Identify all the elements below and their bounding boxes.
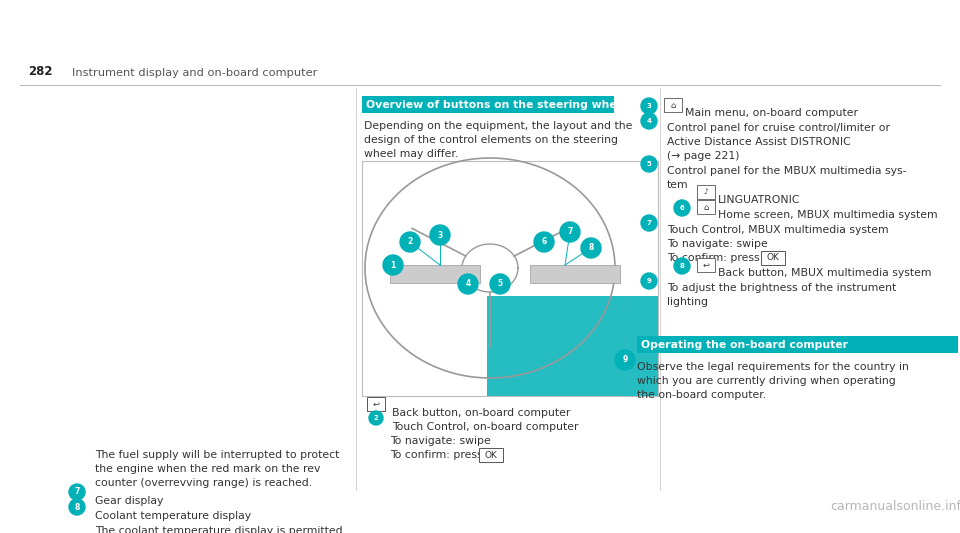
Text: design of the control elements on the steering: design of the control elements on the st…	[364, 135, 618, 145]
FancyBboxPatch shape	[664, 98, 682, 112]
Circle shape	[400, 232, 420, 252]
FancyBboxPatch shape	[479, 448, 503, 462]
Text: ↩: ↩	[372, 400, 379, 408]
Text: 8: 8	[680, 263, 684, 269]
Text: Depending on the equipment, the layout and the: Depending on the equipment, the layout a…	[364, 121, 633, 131]
Text: Main menu, on-board computer: Main menu, on-board computer	[685, 108, 858, 118]
Text: 5: 5	[647, 161, 652, 167]
Text: Operating the on-board computer: Operating the on-board computer	[641, 340, 848, 350]
Text: 4: 4	[466, 279, 470, 288]
Text: 2: 2	[407, 238, 413, 246]
Text: Touch Control, MBUX multimedia system: Touch Control, MBUX multimedia system	[667, 225, 889, 235]
Text: Back button, on-board computer: Back button, on-board computer	[392, 408, 570, 418]
Text: The coolant temperature display is permitted: The coolant temperature display is permi…	[95, 526, 343, 533]
Circle shape	[641, 98, 657, 114]
Text: OK: OK	[767, 254, 780, 262]
Circle shape	[641, 156, 657, 172]
FancyBboxPatch shape	[367, 397, 385, 411]
Circle shape	[641, 113, 657, 129]
Text: 7: 7	[647, 220, 652, 226]
FancyBboxPatch shape	[390, 265, 480, 283]
Text: Instrument display and on-board computer: Instrument display and on-board computer	[72, 68, 318, 78]
Text: 3: 3	[647, 103, 652, 109]
Text: Home screen, MBUX multimedia system: Home screen, MBUX multimedia system	[718, 210, 938, 220]
Text: 3: 3	[438, 230, 443, 239]
Circle shape	[69, 484, 85, 500]
Text: Control panel for the MBUX multimedia sys-: Control panel for the MBUX multimedia sy…	[667, 166, 906, 176]
FancyBboxPatch shape	[697, 200, 715, 214]
Text: carmanualsonline.info: carmanualsonline.info	[830, 500, 960, 513]
FancyBboxPatch shape	[362, 96, 614, 113]
Text: ♪: ♪	[704, 188, 708, 197]
Circle shape	[641, 215, 657, 231]
Circle shape	[641, 273, 657, 289]
Text: The fuel supply will be interrupted to protect: The fuel supply will be interrupted to p…	[95, 450, 340, 460]
Text: ↩: ↩	[703, 261, 709, 270]
Circle shape	[69, 499, 85, 515]
Text: lighting: lighting	[667, 297, 708, 307]
Text: Overview of buttons on the steering wheel: Overview of buttons on the steering whee…	[366, 100, 628, 109]
Circle shape	[383, 255, 403, 275]
Text: To confirm: press: To confirm: press	[667, 253, 759, 263]
Text: 7: 7	[74, 488, 80, 497]
Text: To navigate: swipe: To navigate: swipe	[667, 239, 768, 249]
Text: 4: 4	[646, 118, 652, 124]
Text: 5: 5	[497, 279, 503, 288]
Text: OK: OK	[485, 450, 497, 459]
Text: 7: 7	[567, 228, 573, 237]
FancyBboxPatch shape	[697, 258, 715, 272]
Text: Back button, MBUX multimedia system: Back button, MBUX multimedia system	[718, 268, 931, 278]
Text: ⌂: ⌂	[670, 101, 676, 109]
Text: Coolant temperature display: Coolant temperature display	[95, 511, 252, 521]
Text: which you are currently driving when operating: which you are currently driving when ope…	[637, 376, 896, 386]
Text: 6: 6	[680, 205, 684, 211]
Text: Touch Control, on-board computer: Touch Control, on-board computer	[392, 422, 579, 432]
FancyBboxPatch shape	[637, 336, 958, 353]
Circle shape	[674, 200, 690, 216]
Text: 8: 8	[74, 503, 80, 512]
FancyBboxPatch shape	[487, 296, 658, 396]
Text: To navigate: swipe: To navigate: swipe	[390, 436, 491, 446]
Text: 1: 1	[391, 261, 396, 270]
Text: 8: 8	[588, 244, 593, 253]
Circle shape	[674, 258, 690, 274]
Circle shape	[490, 274, 510, 294]
Text: LINGUATRONIC: LINGUATRONIC	[718, 195, 801, 205]
Text: counter (overrevving range) is reached.: counter (overrevving range) is reached.	[95, 478, 312, 488]
Text: 9: 9	[647, 278, 652, 284]
Text: Control panel for cruise control/limiter or: Control panel for cruise control/limiter…	[667, 123, 890, 133]
Text: Observe the legal requirements for the country in: Observe the legal requirements for the c…	[637, 362, 909, 372]
Text: 6: 6	[541, 238, 546, 246]
Circle shape	[369, 411, 383, 425]
Text: the engine when the red mark on the rev: the engine when the red mark on the rev	[95, 464, 321, 474]
FancyBboxPatch shape	[362, 161, 658, 396]
Circle shape	[581, 238, 601, 258]
Text: 2: 2	[373, 415, 378, 421]
Text: (→ page 221): (→ page 221)	[667, 151, 739, 161]
Text: Gear display: Gear display	[95, 496, 163, 506]
FancyBboxPatch shape	[761, 251, 785, 265]
FancyBboxPatch shape	[697, 185, 715, 199]
Circle shape	[430, 225, 450, 245]
FancyBboxPatch shape	[530, 265, 620, 283]
Text: ⌂: ⌂	[704, 203, 708, 212]
Circle shape	[458, 274, 478, 294]
Circle shape	[560, 222, 580, 242]
Circle shape	[615, 350, 635, 370]
Text: 282: 282	[28, 65, 53, 78]
Circle shape	[534, 232, 554, 252]
Text: tem: tem	[667, 180, 688, 190]
Text: wheel may differ.: wheel may differ.	[364, 149, 458, 159]
Text: 9: 9	[622, 356, 628, 365]
Text: Active Distance Assist DISTRONIC: Active Distance Assist DISTRONIC	[667, 137, 851, 147]
Text: To adjust the brightness of the instrument: To adjust the brightness of the instrume…	[667, 283, 897, 293]
Text: To confirm: press: To confirm: press	[390, 450, 483, 460]
Text: the on-board computer.: the on-board computer.	[637, 390, 766, 400]
